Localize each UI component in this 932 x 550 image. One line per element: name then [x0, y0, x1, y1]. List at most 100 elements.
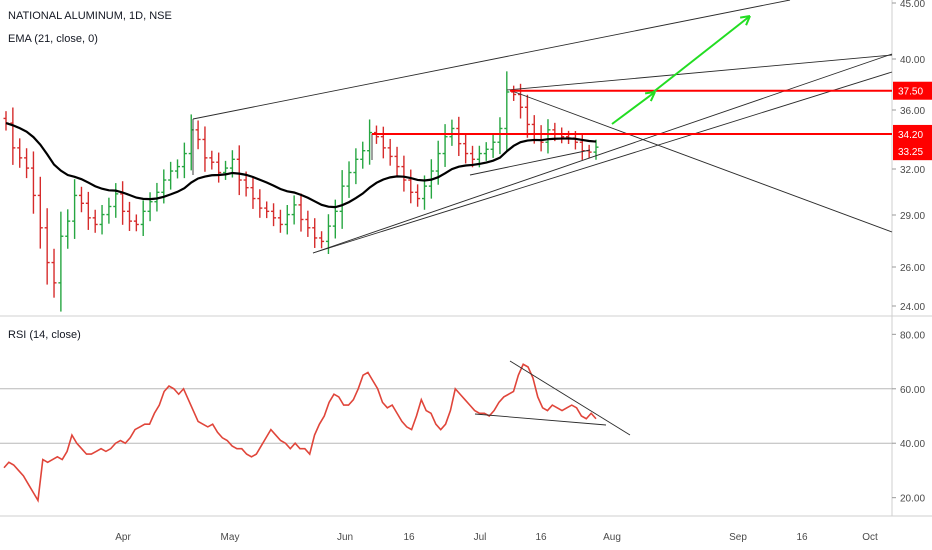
ohlc-bar	[586, 144, 592, 159]
ohlc-bar	[305, 210, 311, 237]
ohlc-bar	[85, 191, 91, 230]
ohlc-bar	[545, 119, 551, 154]
time-tick-label: May	[221, 532, 240, 543]
time-tick-label: Sep	[729, 532, 747, 543]
trend-line	[511, 90, 893, 233]
ohlc-bar	[209, 150, 215, 170]
price-tick-label: 29.00	[900, 211, 925, 222]
ohlc-bar	[120, 181, 126, 225]
rsi-tick-label: 60.00	[900, 385, 925, 396]
projection-arrow	[611, 91, 656, 125]
chart-title: NATIONAL ALUMINUM, 1D, NSE	[8, 10, 172, 22]
arrow-shaft	[651, 15, 751, 94]
ohlc-bar	[3, 111, 9, 131]
price-level-label: 37.50	[898, 87, 923, 98]
rsi-tick-label: 40.00	[900, 439, 925, 450]
ohlc-bar	[442, 124, 448, 167]
ohlc-bar	[490, 133, 496, 158]
price-tick-label: 32.00	[900, 165, 925, 176]
ohlc-bar	[339, 170, 345, 229]
ohlc-bar	[524, 94, 530, 138]
ohlc-bar	[449, 119, 455, 146]
price-level-badge	[893, 142, 932, 161]
ohlc-bar	[257, 189, 263, 218]
time-tick-label: Apr	[115, 532, 131, 543]
time-tick-label: Oct	[862, 532, 878, 543]
ohlc-bar	[223, 160, 229, 180]
price-tick-label: 45.00	[900, 0, 925, 10]
ohlc-bar	[106, 197, 112, 224]
trend-line	[312, 71, 893, 254]
arrow-head	[739, 15, 751, 19]
arrow-shaft	[611, 91, 656, 125]
rsi-tick-label: 80.00	[900, 330, 925, 341]
ohlc-bar	[332, 199, 338, 239]
price-level-badge	[893, 124, 932, 143]
ohlc-bar	[24, 148, 30, 179]
ohlc-bar	[284, 204, 290, 235]
ohlc-bar	[37, 176, 43, 249]
ohlc-bar	[559, 127, 565, 144]
ohlc-bar	[483, 142, 489, 161]
ohlc-bar	[126, 201, 132, 231]
ohlc-bar	[497, 117, 503, 155]
ohlc-bar	[92, 209, 98, 233]
ohlc-bar	[387, 138, 393, 166]
price-level-badge	[893, 81, 932, 100]
time-tick-label: 16	[403, 532, 415, 543]
ohlc-bar	[277, 209, 283, 233]
ema-legend: EMA (21, close, 0)	[8, 33, 98, 45]
ohlc-bar	[298, 193, 304, 232]
ohlc-bar	[65, 209, 71, 249]
trend-line	[192, 0, 791, 120]
ohlc-bar	[99, 204, 105, 235]
rsi-line	[3, 363, 597, 503]
price-level-label: 33.25	[898, 147, 923, 158]
ohlc-bar	[236, 145, 242, 196]
ohlc-bar	[394, 146, 400, 177]
price-tick-label: 36.00	[900, 106, 925, 117]
ohlc-bar	[147, 192, 153, 222]
ohlc-bar	[504, 71, 510, 152]
ohlc-bar	[58, 211, 64, 312]
trend-line	[312, 53, 893, 254]
rsi-trend-line	[509, 360, 631, 436]
ohlc-bar	[353, 148, 359, 185]
ohlc-bar	[44, 208, 50, 285]
rsi-legend: RSI (14, close)	[8, 329, 81, 341]
ohlc-bar	[154, 182, 160, 212]
ohlc-bar	[113, 183, 119, 218]
ema-line	[5, 122, 597, 209]
ohlc-bar	[463, 134, 469, 164]
ohlc-bar	[51, 248, 57, 298]
ohlc-bar	[367, 119, 373, 165]
ohlc-bar	[202, 126, 208, 172]
ohlc-bar	[140, 200, 146, 237]
price-tick-label: 26.00	[900, 263, 925, 274]
ohlc-bar	[380, 126, 386, 159]
ohlc-bar	[360, 141, 366, 169]
ohlc-bar	[319, 231, 325, 249]
ohlc-bar	[271, 203, 277, 227]
ohlc-bar	[511, 85, 517, 101]
time-tick-label: 16	[796, 532, 808, 543]
ohlc-bar	[408, 169, 414, 204]
price-tick-label: 24.00	[900, 302, 925, 313]
trend-line	[469, 149, 591, 176]
ohlc-bar	[72, 179, 78, 239]
arrow-head	[745, 15, 751, 26]
ohlc-bar	[470, 145, 476, 168]
ohlc-bar	[78, 186, 84, 213]
ohlc-bar	[133, 214, 139, 232]
ohlc-bar	[579, 133, 585, 160]
ohlc-bar	[168, 161, 174, 190]
ohlc-bar	[456, 116, 462, 157]
ohlc-bar	[291, 195, 297, 225]
projection-arrow	[651, 15, 751, 94]
ema-layer	[5, 122, 597, 209]
price-tick-label: 40.00	[900, 55, 925, 66]
ohlc-bar	[175, 159, 181, 179]
time-tick-label: Jun	[337, 532, 353, 543]
time-tick-label: Jul	[474, 532, 487, 543]
